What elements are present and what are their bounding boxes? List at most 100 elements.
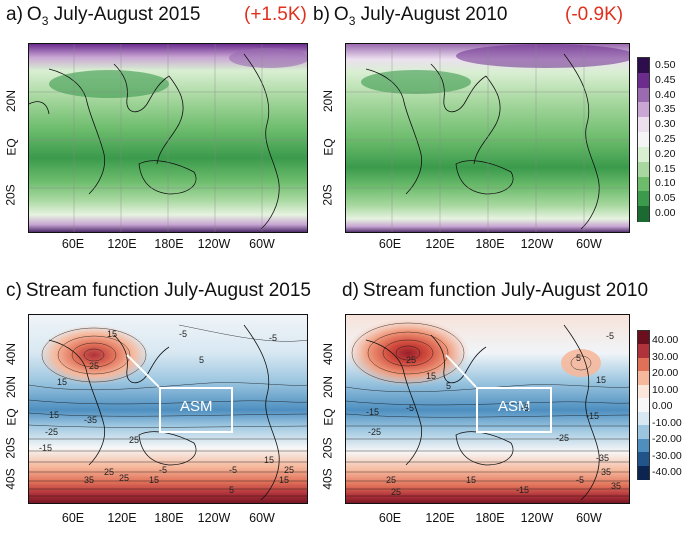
- lon-label-b-180e: 180E: [475, 237, 505, 251]
- lat-label-c-40s: 40S: [3, 468, 18, 490]
- colorbar-tick-label: 20.00: [652, 367, 679, 379]
- lon-label-b-120e: 120E: [425, 237, 455, 251]
- lon-label-a-120w: 120W: [197, 237, 231, 251]
- colorbar-segment: [638, 331, 649, 346]
- contour-value-label: -15: [366, 407, 380, 417]
- lat-label-b-20n: 20N: [321, 89, 336, 113]
- lat-label-c-20n: 20N: [4, 375, 19, 399]
- contour-value-label: 5: [229, 485, 235, 495]
- lon-label-d-180e: 180E: [475, 511, 505, 525]
- colorbar-tick-label: -30.00: [652, 449, 682, 462]
- contour-value-label: 15: [466, 475, 477, 485]
- lat-label-a-20s: 20S: [3, 184, 18, 206]
- lon-label-c-60w: 60W: [249, 511, 275, 525]
- ozone-field-2015: [29, 44, 307, 232]
- lat-label-a-eq: EQ: [4, 138, 19, 156]
- contour-value-label: -25: [368, 427, 382, 437]
- colorbar-segment: [638, 102, 649, 119]
- colorbar-segment: [638, 117, 649, 133]
- contour-value-label: -5: [179, 329, 188, 339]
- panel-a-anomaly: (+1.5K): [244, 4, 307, 25]
- contour-value-label: 35: [84, 475, 95, 485]
- contour-value-label: -35: [84, 415, 98, 425]
- lat-label-d-20n: 20N: [321, 375, 336, 399]
- colorbar-segment: [638, 344, 649, 359]
- colorbar-tick-label: 10.00: [652, 383, 679, 396]
- contour-value-label: -5: [406, 403, 415, 413]
- lat-label-c-20s: 20S: [3, 437, 18, 459]
- contour-value-label: 25: [391, 487, 402, 497]
- contour-value-label: -25: [556, 433, 570, 443]
- lon-label-d-120w: 120W: [520, 511, 554, 525]
- ozone-field-2010: [346, 44, 629, 232]
- colorbar-tick-label: 0.45: [655, 73, 676, 86]
- colorbar-segment: [638, 132, 649, 148]
- lon-label-c-120e: 120E: [107, 511, 137, 525]
- contour-value-label: -5: [576, 475, 585, 485]
- colorbar-tick-label: -10.00: [652, 416, 682, 429]
- colorbar-tick-label: -40.00: [652, 466, 682, 478]
- colorbar-tick-label: 30.00: [652, 350, 679, 363]
- lon-label-c-60e: 60E: [61, 511, 85, 525]
- colorbar-tick-label: 0.00: [655, 207, 676, 219]
- lon-label-c-120w: 120W: [197, 511, 231, 525]
- colorbar-tick-label: 0.00: [652, 400, 673, 412]
- colorbar-tick-label: 0.30: [655, 118, 676, 131]
- asm-label-d: ASM: [498, 398, 531, 415]
- colorbar-segment: [638, 206, 649, 222]
- colorbar-tick-label: 0.15: [655, 162, 676, 175]
- lat-label-d-40n: 40N: [321, 342, 336, 366]
- contour-value-label: -25: [45, 427, 59, 437]
- colorbar-segment: [638, 465, 649, 480]
- contour-value-label: 15: [57, 377, 68, 387]
- contour-value-label: 15: [596, 375, 607, 385]
- lon-label-b-60e: 60E: [378, 237, 402, 251]
- lat-label-c-eq: EQ: [4, 408, 19, 426]
- contour-value-label: 15: [279, 475, 290, 485]
- colorbar-tick-label: 0.05: [655, 192, 676, 205]
- lon-label-c-180e: 180E: [154, 511, 184, 525]
- colorbar-segment: [638, 357, 649, 373]
- contour-value-label: 25: [386, 475, 397, 485]
- colorbar-tick-label: 0.20: [655, 147, 676, 160]
- stream-colorbar: [637, 330, 650, 480]
- panel-d-title: d) Stream function July-August 2010: [342, 280, 649, 301]
- contour-value-label: -5: [269, 333, 278, 343]
- lat-label-a-20n: 20N: [4, 89, 19, 113]
- colorbar-tick-label: 0.10: [655, 177, 676, 190]
- stream-map-2010: ASM -5 25 15 5 -15 -5 5 15 -25 -5 -15 25 -35 -25 35 35 2…: [345, 314, 630, 504]
- contour-value-label: 35: [611, 481, 622, 491]
- contour-value-label: 25: [89, 361, 100, 371]
- stream-map-2015: ASM 15 25 15 -5 5 15 -25 -35 25 -15 -5 -5 15 25 35 25 25…: [28, 314, 308, 504]
- colorbar-tick-label: 40.00: [652, 334, 679, 346]
- stream-field-2010: [346, 315, 629, 503]
- ozone-colorbar: [637, 57, 650, 222]
- colorbar-tick-label: 0.50: [655, 59, 676, 71]
- panel-b-title: b) O3 July-August 2010: [313, 4, 508, 28]
- ozone-map-2015: [28, 43, 308, 233]
- contour-value-label: 5: [576, 353, 582, 363]
- colorbar-segment: [638, 87, 649, 104]
- asm-label-c: ASM: [180, 398, 213, 415]
- contour-value-label: -15: [516, 485, 530, 495]
- colorbar-segment: [638, 452, 649, 467]
- colorbar-segment: [638, 146, 649, 163]
- asm-region-box-c: [159, 387, 233, 433]
- contour-value-label: 25: [129, 435, 140, 445]
- lat-label-d-20s: 20S: [320, 437, 335, 459]
- contour-value-label: -5: [521, 403, 530, 413]
- contour-value-label: 25: [104, 467, 115, 477]
- colorbar-segment: [638, 398, 649, 413]
- contour-value-label: 5: [199, 355, 205, 365]
- lat-label-b-eq: EQ: [321, 138, 336, 156]
- lon-label-d-60w: 60W: [576, 511, 602, 525]
- lon-label-a-120e: 120E: [107, 237, 137, 251]
- contour-value-label: 15: [426, 371, 437, 381]
- colorbar-segment: [638, 72, 649, 89]
- contour-value-label: 15: [149, 475, 160, 485]
- panel-b-anomaly: (-0.9K): [565, 4, 624, 25]
- lat-label-b-20s: 20S: [320, 184, 335, 206]
- colorbar-tick-label: -20.00: [652, 433, 682, 445]
- contour-value-label: 25: [119, 473, 130, 483]
- contour-value-label: 35: [601, 467, 612, 477]
